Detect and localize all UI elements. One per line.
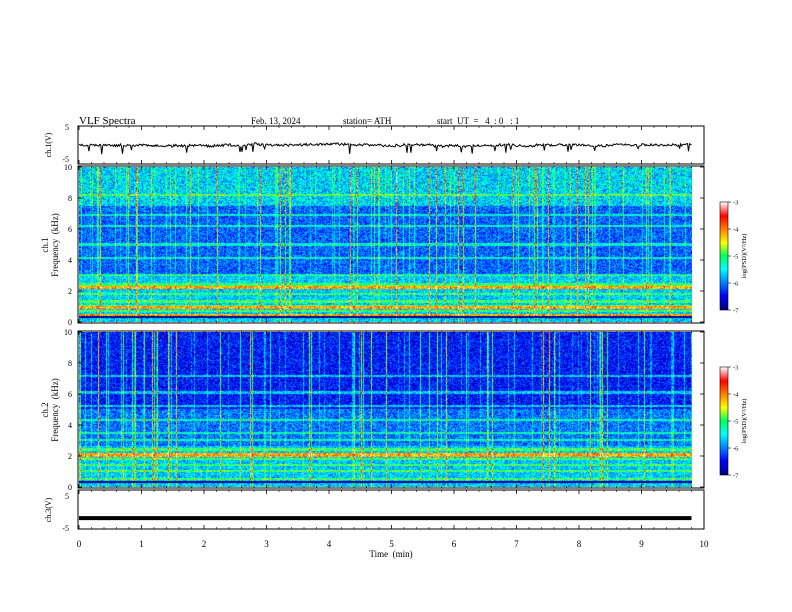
ch3-waveform-panel: 5 -5 ch.3(V) 0 1 2 3 4 5 6 7 8 9 10 Time (min) [44,489,709,559]
x-tick-label: 3 [264,539,269,549]
x-tick-label: 7 [514,539,519,549]
ch1-colorbar-tick-label: -7 [733,308,739,315]
x-tick-label: 8 [577,539,582,549]
spec1-ytick-label: 4 [68,256,72,265]
ch2-spectrogram-xticks [78,331,705,488]
ch1-ytick-top: 5 [65,123,69,132]
ch1-trace [78,142,692,155]
date-label: Feb. 13, 2024 [251,116,301,126]
ch1-waveform-frame [77,125,705,165]
spec2-ytick-label: 0 [68,483,72,492]
ch1-ylabel: ch.1(V) [44,132,53,157]
spec1-ytick-label: 6 [68,225,72,234]
x-tick-label: 2 [202,539,207,549]
ch2-colorbar-tick-label: -6 [733,446,739,453]
ch1-colorbar-tick-label: -3 [733,200,738,207]
ch1-spectrogram-ylabel-line2: Frequency (kHz) [50,213,60,276]
x-tick-label: 9 [639,539,644,549]
ch1-waveform-panel: 5 -5 ch.1(V) [44,123,705,165]
ch2-colorbar-image [720,367,728,475]
x-tick-label: 6 [452,539,457,549]
ch3-xticks [78,490,705,529]
spec2-ytick-label: 2 [68,452,72,461]
spec1-ytick-label: 2 [68,287,72,296]
ch2-colorbar-tick-label: -5 [733,419,738,426]
spec2-ytick-label: 4 [68,421,72,430]
spec2-ytick-label: 10 [64,328,72,337]
ch1-ytick-bottom: -5 [62,155,69,164]
ch1-spectrogram-ylabel-line1: ch.1 [40,237,50,252]
ch3-ylabel: ch.3(V) [44,497,53,522]
ch2-spectrogram-image [79,332,692,487]
ch1-colorbar-ticks: -3 -4 -5 -6 -7 [728,200,739,315]
ch3-ytick-top: 5 [65,492,69,501]
spec2-ytick-label: 6 [68,390,72,399]
ch1-spectrogram-xticks [78,166,705,323]
ch2-spectrogram-frame [77,330,705,489]
figure-title: VLF Spectra [79,115,136,127]
ch3-ytick-bottom: -5 [62,524,69,533]
x-tick-label: 1 [139,539,144,549]
x-tick-label: 4 [327,539,332,549]
ch1-xticks [78,126,705,164]
start-time-label: start UT = 4 : 0 : 1 [437,116,519,126]
x-axis-tick-labels: 0 1 2 3 4 5 6 7 8 9 10 [77,539,709,549]
ch2-colorbar-ticks: -3 -4 -5 -6 -7 [728,365,739,480]
spec1-ytick-label: 10 [64,163,72,172]
ch1-colorbar-image [720,202,728,310]
x-axis-label: Time (min) [369,549,412,559]
x-tick-label: 10 [700,539,710,549]
ch1-spectrogram-yticks: 0 2 4 6 8 10 [64,163,704,327]
ch2-spectrogram-yticks: 0 2 4 6 8 10 [64,328,704,492]
x-tick-label: 0 [77,539,82,549]
ch1-colorbar-tick-label: -6 [733,281,739,288]
ch2-spectrogram-ylabel-line1: ch.2 [40,402,50,417]
ch2-colorbar-tick-label: -4 [733,392,739,399]
ch2-spectrogram-ylabel-line2: Frequency (kHz) [50,378,60,441]
x-tick-label: 5 [389,539,394,549]
ch3-waveform-frame [77,489,705,530]
ch1-colorbar-tick-label: -5 [733,254,738,261]
spec2-ytick-label: 8 [68,359,72,368]
ch2-colorbar-tick-label: -3 [733,365,738,372]
ch1-spectrogram-frame [77,165,705,324]
station-label: station= ATH [343,116,392,126]
ch1-spectrogram-image [79,167,692,322]
spec1-ytick-label: 0 [68,318,72,327]
ch2-colorbar-label: log(PSD)(V²/Hz) [741,399,748,444]
spec1-ytick-label: 8 [68,194,72,203]
ch1-colorbar-label: log(PSD)(V²/Hz) [741,234,748,279]
ch1-colorbar-tick-label: -4 [733,227,739,234]
ch2-colorbar-tick-label: -7 [733,473,739,480]
